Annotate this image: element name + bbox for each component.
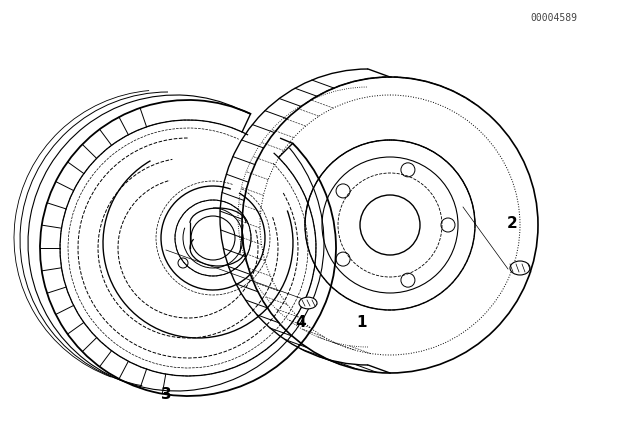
Text: 3: 3 bbox=[161, 387, 172, 402]
Text: 1: 1 bbox=[356, 315, 367, 330]
Text: 4: 4 bbox=[296, 315, 306, 330]
Text: 2: 2 bbox=[507, 216, 517, 232]
Ellipse shape bbox=[299, 297, 317, 309]
Text: 00004589: 00004589 bbox=[530, 13, 577, 23]
Ellipse shape bbox=[510, 261, 530, 275]
